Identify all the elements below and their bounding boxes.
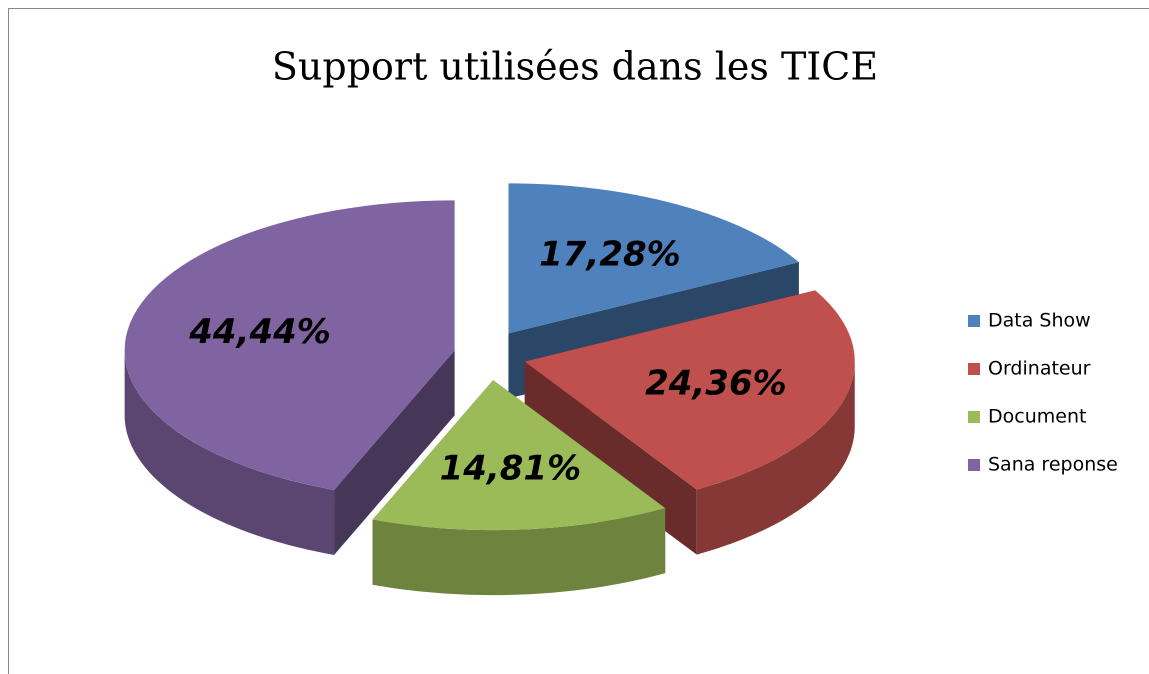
slice-top xyxy=(524,290,855,490)
slice-wall xyxy=(372,508,666,596)
legend-swatch xyxy=(968,411,980,423)
data-label: 24,36% xyxy=(645,364,787,404)
slice-wall xyxy=(124,350,335,555)
data-label: 17,28% xyxy=(539,235,681,275)
slice xyxy=(372,380,666,596)
legend-swatch xyxy=(968,315,980,327)
chart-title: Support utilisées dans les TICE xyxy=(272,45,878,89)
legend-swatch xyxy=(968,363,980,375)
slice-side xyxy=(334,350,455,555)
data-label: 14,81% xyxy=(440,448,582,488)
slice-top xyxy=(372,380,666,531)
legend-label: Data Show xyxy=(988,310,1091,332)
slice-wall xyxy=(696,361,855,555)
legend-label: Document xyxy=(988,406,1086,428)
chart-border xyxy=(8,8,1149,674)
slice-top xyxy=(124,200,455,490)
legend-swatch xyxy=(968,459,980,471)
slice xyxy=(124,200,455,555)
slice-top xyxy=(508,183,799,334)
legend-label: Sana reponse xyxy=(988,454,1118,476)
data-label: 44,44% xyxy=(188,312,331,352)
legend-label: Ordinateur xyxy=(988,358,1091,380)
